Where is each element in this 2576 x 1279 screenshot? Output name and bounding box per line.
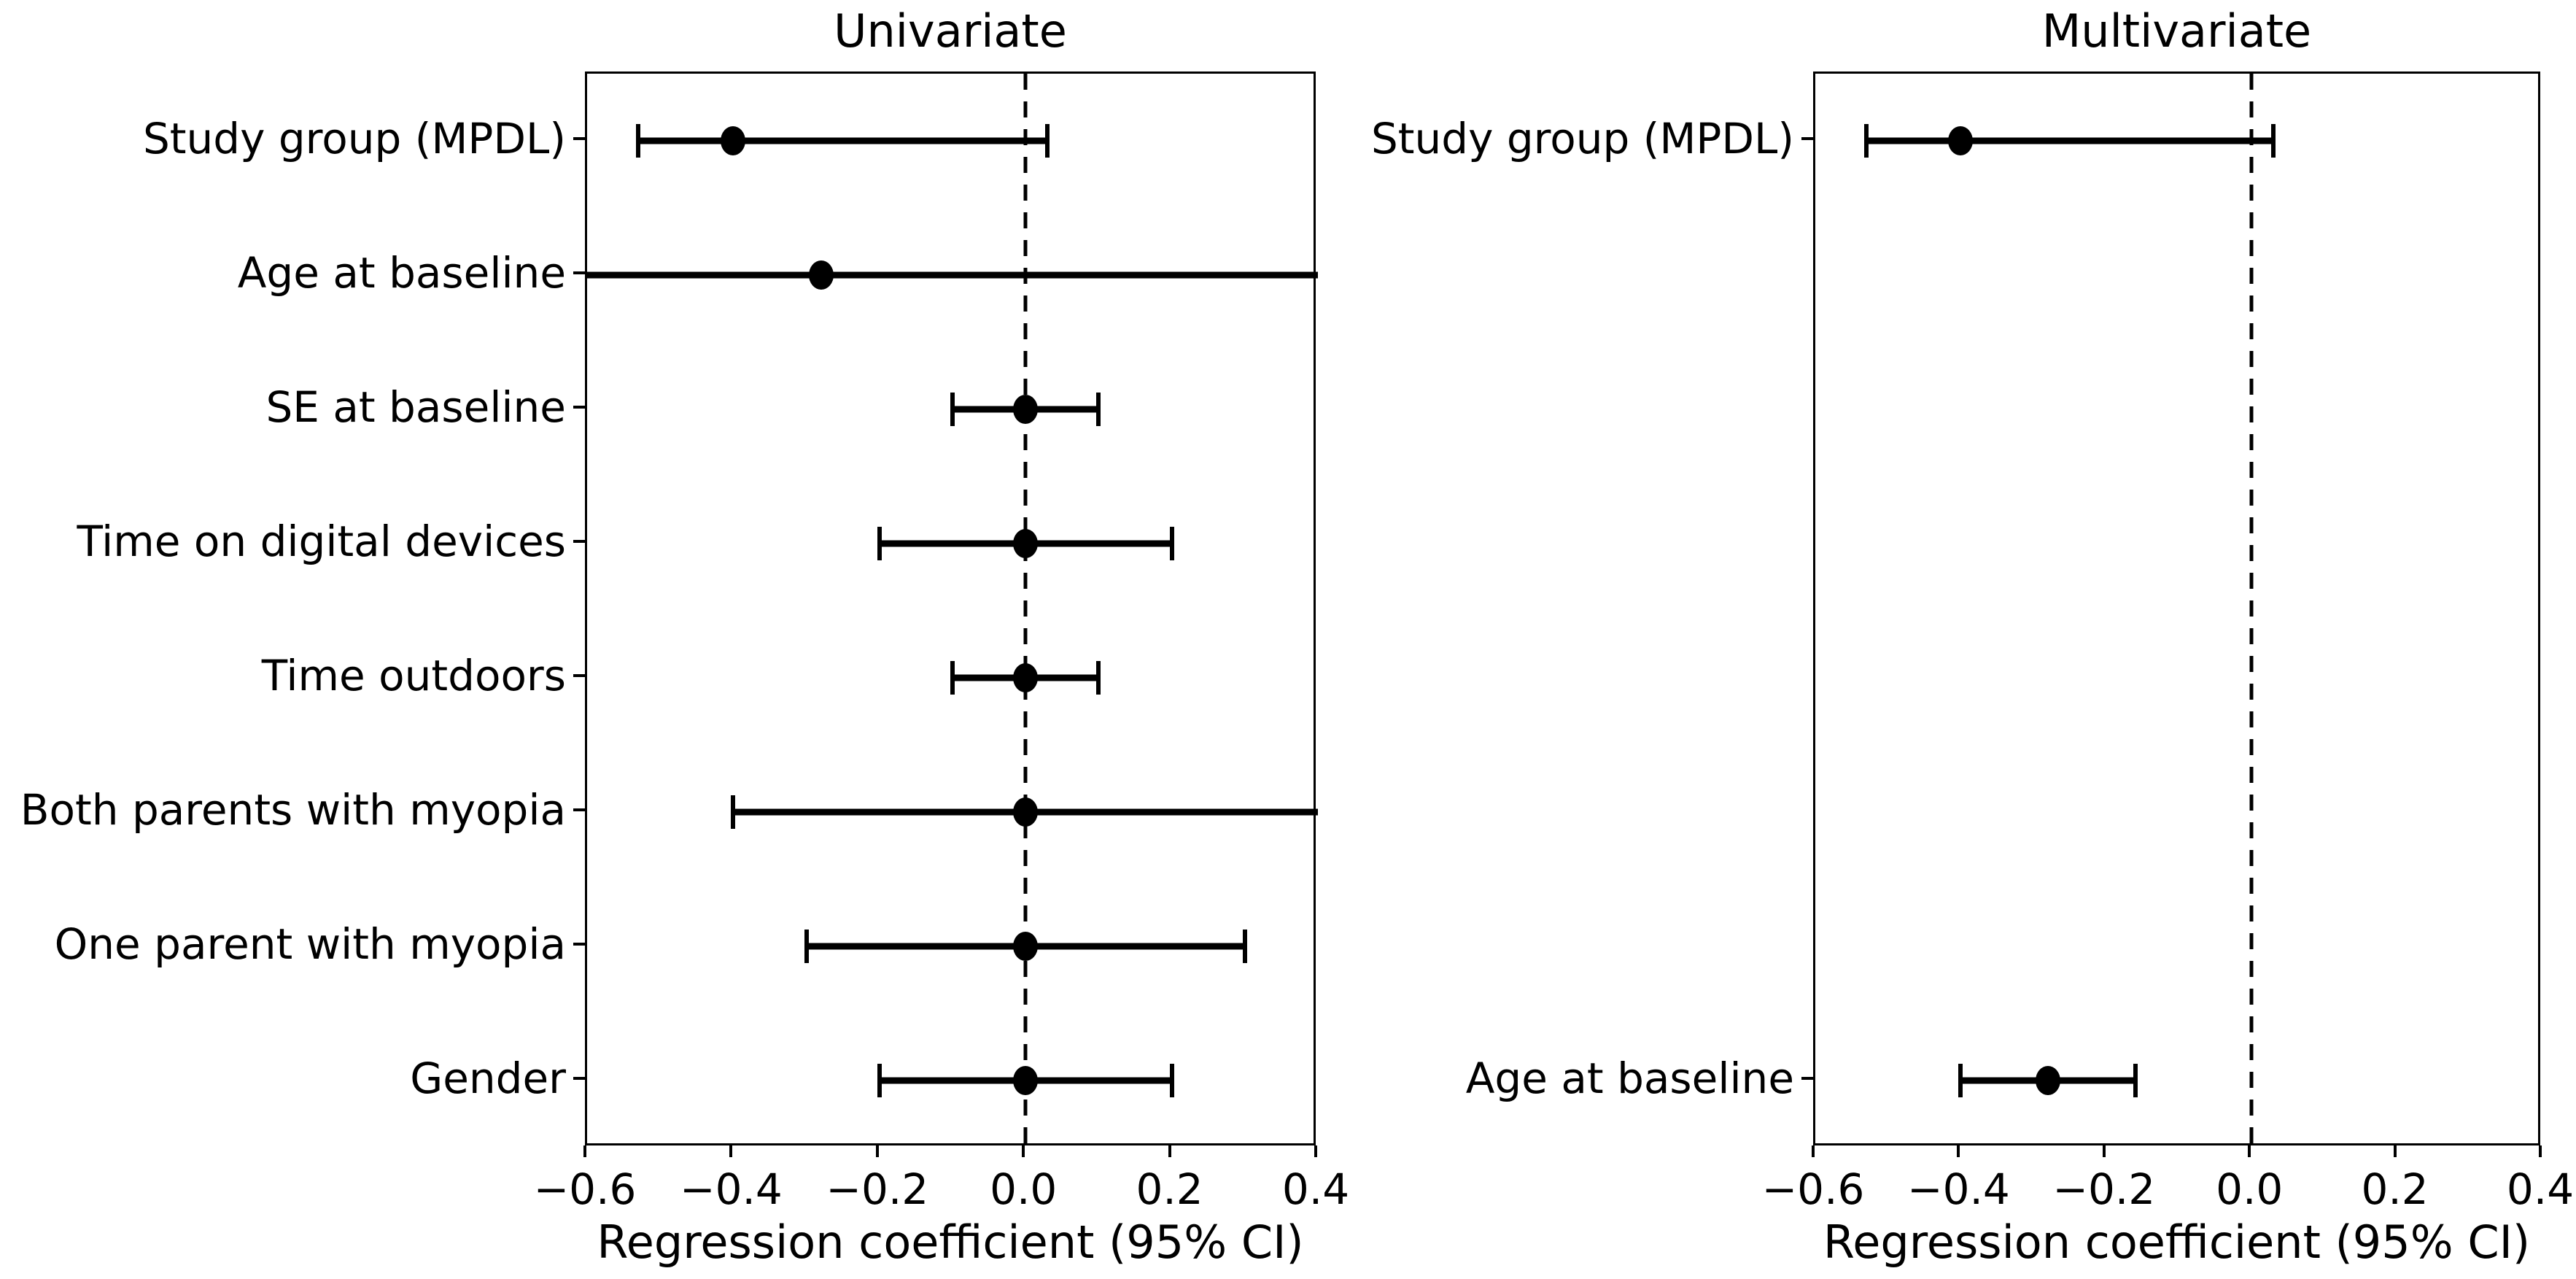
- y-axis-tick: [573, 674, 585, 677]
- x-axis-tick: [875, 1145, 879, 1157]
- y-axis-tick: [1801, 1077, 1813, 1080]
- x-tick-label: −0.2: [2052, 1164, 2156, 1214]
- ci-upper-cap: [1096, 393, 1101, 426]
- multivariate-x-axis-label: Regression coefficient (95% CI): [1823, 1216, 2531, 1269]
- x-tick-label: −0.6: [1761, 1164, 1865, 1214]
- x-tick-label: −0.6: [533, 1164, 637, 1214]
- y-tick-label: Time outdoors: [261, 651, 566, 700]
- ci-upper-cap: [2271, 124, 2276, 158]
- y-tick-label: Time on digital devices: [77, 517, 566, 566]
- point-estimate-marker: [1948, 126, 1974, 155]
- confidence-interval-bar: [587, 271, 1318, 279]
- ci-lower-cap: [950, 661, 955, 695]
- y-tick-label: Age at baseline: [237, 248, 566, 298]
- x-axis-tick: [729, 1145, 733, 1157]
- y-tick-label: Age at baseline: [1465, 1054, 1794, 1103]
- x-axis-tick: [2102, 1145, 2106, 1157]
- x-axis-tick: [583, 1145, 586, 1157]
- point-estimate-marker: [1013, 395, 1039, 424]
- ci-upper-cap: [2133, 1064, 2138, 1097]
- multivariate-plot-area: [1813, 72, 2540, 1148]
- y-tick-label: One parent with myopia: [54, 919, 566, 969]
- confidence-interval-bar: [638, 137, 1048, 144]
- ci-lower-cap: [804, 930, 809, 963]
- x-axis-tick: [1957, 1145, 1960, 1157]
- y-axis-tick: [573, 1077, 585, 1080]
- x-axis-tick: [2393, 1145, 2397, 1157]
- ci-lower-cap: [877, 1064, 882, 1097]
- y-tick-label: Both parents with myopia: [20, 785, 566, 835]
- x-tick-label: 0.0: [2216, 1164, 2284, 1214]
- point-estimate-marker: [808, 260, 834, 290]
- point-estimate-marker: [1013, 932, 1039, 961]
- ci-lower-cap: [1863, 124, 1869, 158]
- point-estimate-marker: [2036, 1066, 2061, 1095]
- y-axis-tick: [573, 808, 585, 811]
- x-axis-tick: [2539, 1145, 2542, 1157]
- univariate-plot-area: [585, 72, 1318, 1148]
- y-axis-tick: [573, 137, 585, 140]
- x-axis-tick: [1022, 1145, 1025, 1157]
- y-axis-tick: [573, 540, 585, 543]
- x-tick-label: −0.4: [1906, 1164, 2010, 1214]
- confidence-interval-bar: [1866, 137, 2274, 144]
- ci-lower-cap: [950, 393, 955, 426]
- ci-lower-cap: [731, 795, 736, 829]
- point-estimate-marker: [1013, 529, 1039, 558]
- ci-upper-cap: [1169, 527, 1174, 560]
- x-tick-label: 0.2: [2361, 1164, 2429, 1214]
- x-axis-tick: [1812, 1145, 1815, 1157]
- x-tick-label: 0.4: [1281, 1164, 1350, 1214]
- ci-upper-cap: [1096, 661, 1101, 695]
- point-estimate-marker: [1013, 1066, 1039, 1095]
- y-tick-label: Study group (MPDL): [142, 114, 566, 163]
- x-axis-tick: [1314, 1145, 1317, 1157]
- multivariate-panel-title: Multivariate: [2041, 4, 2312, 58]
- x-tick-label: 0.0: [990, 1164, 1058, 1214]
- point-estimate-marker: [1013, 663, 1039, 692]
- y-tick-label: SE at baseline: [265, 382, 566, 432]
- y-axis-tick: [573, 271, 585, 274]
- x-tick-label: −0.2: [826, 1164, 929, 1214]
- ci-upper-cap: [1169, 1064, 1174, 1097]
- point-estimate-marker: [1013, 797, 1039, 827]
- x-axis-tick: [1168, 1145, 1171, 1157]
- point-estimate-marker: [721, 126, 746, 155]
- x-tick-label: 0.4: [2506, 1164, 2575, 1214]
- x-axis-tick: [2248, 1145, 2251, 1157]
- ci-lower-cap: [636, 124, 641, 158]
- ci-upper-cap: [1242, 930, 1247, 963]
- x-tick-label: 0.2: [1136, 1164, 1203, 1214]
- x-tick-label: −0.4: [679, 1164, 783, 1214]
- zero-reference-line: [1023, 74, 1028, 1148]
- zero-reference-line: [2249, 74, 2254, 1148]
- univariate-panel-title: Univariate: [834, 4, 1067, 58]
- y-axis-tick: [1801, 137, 1813, 140]
- univariate-x-axis-label: Regression coefficient (95% CI): [597, 1216, 1304, 1269]
- ci-upper-cap: [1045, 124, 1050, 158]
- ci-lower-cap: [1958, 1064, 1963, 1097]
- y-tick-label: Gender: [410, 1054, 566, 1103]
- ci-lower-cap: [877, 527, 882, 560]
- y-axis-tick: [573, 943, 585, 946]
- y-axis-tick: [573, 406, 585, 409]
- y-tick-label: Study group (MPDL): [1370, 114, 1794, 163]
